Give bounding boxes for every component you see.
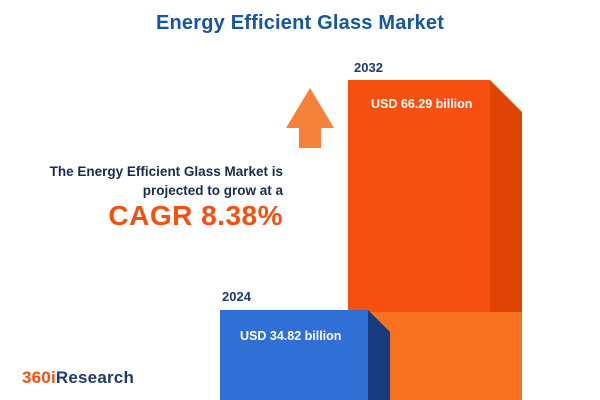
bar-2024-value-label: USD 34.82 billion (240, 329, 342, 343)
bar-2024-year-label: 2024 (222, 289, 251, 304)
logo-suffix: Research (55, 368, 135, 387)
growth-arrow-head-icon (286, 88, 334, 128)
growth-arrow-stem (299, 126, 321, 148)
bar-2024-front (220, 310, 368, 400)
company-logo: 360iResearch (22, 368, 134, 388)
bar-2024-side (368, 310, 390, 400)
annotation-line-2: projected to grow at a (142, 183, 283, 198)
growth-annotation: The Energy Efficient Glass Market is pro… (10, 162, 283, 231)
page-title: Energy Efficient Glass Market (155, 12, 445, 34)
bar-2032-value-label: USD 66.29 billion (371, 97, 473, 111)
logo-prefix: 360i (22, 368, 56, 387)
bar-2032-year-label: 2032 (354, 60, 383, 75)
bar-2032-lower-shade (368, 312, 522, 400)
cagr-value: CAGR 8.38% (108, 200, 283, 231)
annotation-line-1: The Energy Efficient Glass Market is (49, 164, 283, 179)
